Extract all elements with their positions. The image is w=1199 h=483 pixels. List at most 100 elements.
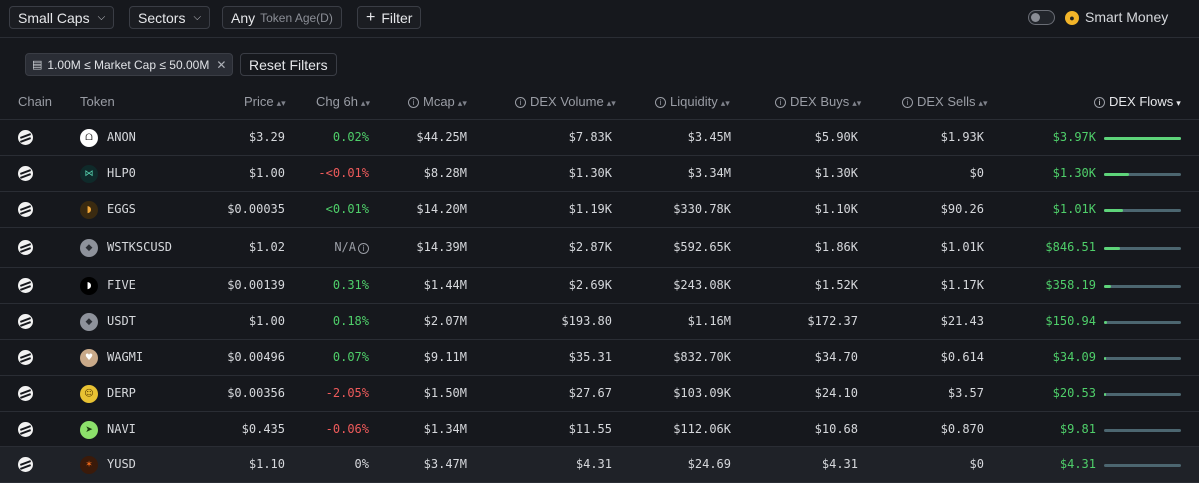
cell-volume: $1.30K <box>568 166 612 180</box>
cell-price: $0.00356 <box>227 386 285 400</box>
flow-bar-track <box>1104 173 1181 176</box>
sort-icon: ▴▾ <box>606 98 616 108</box>
sonic-chain-icon <box>18 166 33 181</box>
market-cap-filter-chip[interactable]: ▤ 1.00M ≤ Market Cap ≤ 50.00M ✕ <box>25 53 234 76</box>
cell-chg: 0.07% <box>332 350 369 364</box>
info-icon: i <box>775 97 786 108</box>
token-age-filter[interactable]: Any Token Age(D) <box>222 6 342 29</box>
info-icon: i <box>902 97 913 108</box>
cell-buys: $4.31 <box>821 457 858 471</box>
cell-flows: $4.31 <box>1059 457 1096 471</box>
cell-flows: $846.51 <box>1045 240 1096 254</box>
table-row[interactable]: ◗ EGGS $0.00035 <0.01% $14.20M $1.19K $330.78K… <box>0 192 1199 228</box>
column-price[interactable]: Price ▴▾ <box>244 94 286 109</box>
cell-flows: $9.81 <box>1059 422 1096 436</box>
cell-sells: $3.57 <box>947 386 984 400</box>
sort-icon: ▴▾ <box>978 98 988 108</box>
sonic-chain-icon <box>18 386 33 401</box>
table-row[interactable]: ⋈ HLP0 $1.00 -<0.01% $8.28M $1.30K $3.34M $1.30… <box>0 156 1199 192</box>
reset-filters-button[interactable]: Reset Filters <box>240 53 337 76</box>
flow-bar-fill <box>1104 285 1111 288</box>
sonic-chain-icon <box>18 457 33 472</box>
money-icon: ▤ <box>32 59 43 71</box>
caps-dropdown[interactable]: Small Caps ⌵ <box>9 6 115 29</box>
cell-chg: -0.06% <box>325 422 369 436</box>
token-name[interactable]: WSTKSCUSD <box>107 240 173 254</box>
table-row[interactable]: ᗝ ANON $3.29 0.02% $44.25M $7.83K $3.45M $5.90K… <box>0 120 1199 156</box>
cell-mcap: $9.11M <box>423 350 467 364</box>
column-flows[interactable]: i DEX Flows ▾ <box>1094 94 1181 109</box>
column-chg-label: Chg 6h <box>316 94 358 109</box>
plus-icon: + <box>366 8 376 26</box>
token-name[interactable]: HLP0 <box>107 166 136 180</box>
chevron-down-icon: ⌵ <box>97 12 106 23</box>
column-mcap[interactable]: i Mcap ▴▾ <box>408 94 467 109</box>
smart-money-label: Smart Money <box>1085 9 1169 25</box>
smart-money-toggle[interactable] <box>1028 10 1055 25</box>
table-row[interactable]: ✶ YUSD $1.10 0% $3.47M $4.31 $24.69 $4.31 $0 $4.3… <box>0 447 1199 483</box>
sectors-dropdown[interactable]: Sectors ⌵ <box>129 6 211 29</box>
cell-chg: 0.31% <box>332 278 369 292</box>
derp-icon: ☺ <box>80 385 98 403</box>
cell-chg: N/A i <box>334 240 369 254</box>
reset-filters-label: Reset Filters <box>249 56 328 73</box>
cell-flows: $3.97K <box>1052 130 1096 144</box>
cell-sells: $21.43 <box>940 314 984 328</box>
info-icon: i <box>408 97 419 108</box>
cell-flows: $34.09 <box>1052 350 1096 364</box>
cell-flows: $150.94 <box>1045 314 1096 328</box>
five-icon: ◗ <box>80 277 98 295</box>
info-icon: i <box>515 97 526 108</box>
cell-sells: $1.17K <box>940 278 984 292</box>
add-filter-button[interactable]: + Filter <box>357 6 422 29</box>
cell-price: $0.435 <box>241 422 285 436</box>
table-row[interactable]: ♥ WAGMI $0.00496 0.07% $9.11M $35.31 $832.70K $… <box>0 340 1199 376</box>
top-toolbar: Small Caps ⌵ Sectors ⌵ Any Token Age(D) … <box>0 0 1199 38</box>
column-liquidity-label: Liquidity <box>670 94 718 109</box>
close-icon[interactable]: ✕ <box>216 57 227 72</box>
cell-sells: $0.614 <box>940 350 984 364</box>
info-icon: i <box>655 97 666 108</box>
usdt-icon: ◆ <box>80 313 98 331</box>
token-name[interactable]: FIVE <box>107 278 136 292</box>
cell-price: $1.02 <box>248 240 285 254</box>
token-age-label: Token Age(D) <box>260 10 333 25</box>
flow-bar-track <box>1104 285 1181 288</box>
column-volume[interactable]: i DEX Volume ▴▾ <box>515 94 616 109</box>
column-chg[interactable]: Chg 6h ▴▾ <box>316 94 370 109</box>
cell-liquidity: $592.65K <box>673 240 731 254</box>
info-icon[interactable]: i <box>358 243 369 254</box>
cell-mcap: $8.28M <box>423 166 467 180</box>
cell-flows: $358.19 <box>1045 278 1096 292</box>
cell-volume: $27.67 <box>568 386 612 400</box>
column-price-label: Price <box>244 94 274 109</box>
token-name[interactable]: YUSD <box>107 457 136 471</box>
cell-volume: $11.55 <box>568 422 612 436</box>
flow-bar-fill <box>1104 209 1124 212</box>
token-name[interactable]: NAVI <box>107 422 136 436</box>
table-row[interactable]: ☺ DERP $0.00356 -2.05% $1.50M $27.67 $103.09K $… <box>0 376 1199 412</box>
cell-price: $0.00139 <box>227 278 285 292</box>
table-row[interactable]: ◗ FIVE $0.00139 0.31% $1.44M $2.69K $243.08K $1… <box>0 268 1199 304</box>
flow-bar-fill <box>1104 173 1130 176</box>
token-name[interactable]: DERP <box>107 386 136 400</box>
token-name[interactable]: EGGS <box>107 202 136 216</box>
token-name[interactable]: ANON <box>107 130 136 144</box>
column-buys-label: DEX Buys <box>790 94 850 109</box>
column-chain: Chain <box>18 94 52 109</box>
market-cap-filter-label: 1.00M ≤ Market Cap ≤ 50.00M <box>47 57 210 72</box>
cell-sells: $1.01K <box>940 240 984 254</box>
column-buys[interactable]: i DEX Buys ▴▾ <box>775 94 861 109</box>
token-name[interactable]: WAGMI <box>107 350 144 364</box>
cell-chg: <0.01% <box>325 202 369 216</box>
column-token: Token <box>80 94 115 109</box>
table-row[interactable]: ➤ NAVI $0.435 -0.06% $1.34M $11.55 $112.06K $10… <box>0 412 1199 447</box>
cell-mcap: $14.20M <box>416 202 467 216</box>
table-row[interactable]: ◆ USDT $1.00 0.18% $2.07M $193.80 $1.16M $172.3… <box>0 304 1199 340</box>
sort-icon: ▴▾ <box>276 98 286 108</box>
column-sells[interactable]: i DEX Sells ▴▾ <box>902 94 988 109</box>
sonic-chain-icon <box>18 130 33 145</box>
column-liquidity[interactable]: i Liquidity ▴▾ <box>655 94 730 109</box>
token-name[interactable]: USDT <box>107 314 136 328</box>
table-row[interactable]: ◆ WSTKSCUSD $1.02 N/A i $14.39M $2.87K $592.65K… <box>0 228 1199 268</box>
